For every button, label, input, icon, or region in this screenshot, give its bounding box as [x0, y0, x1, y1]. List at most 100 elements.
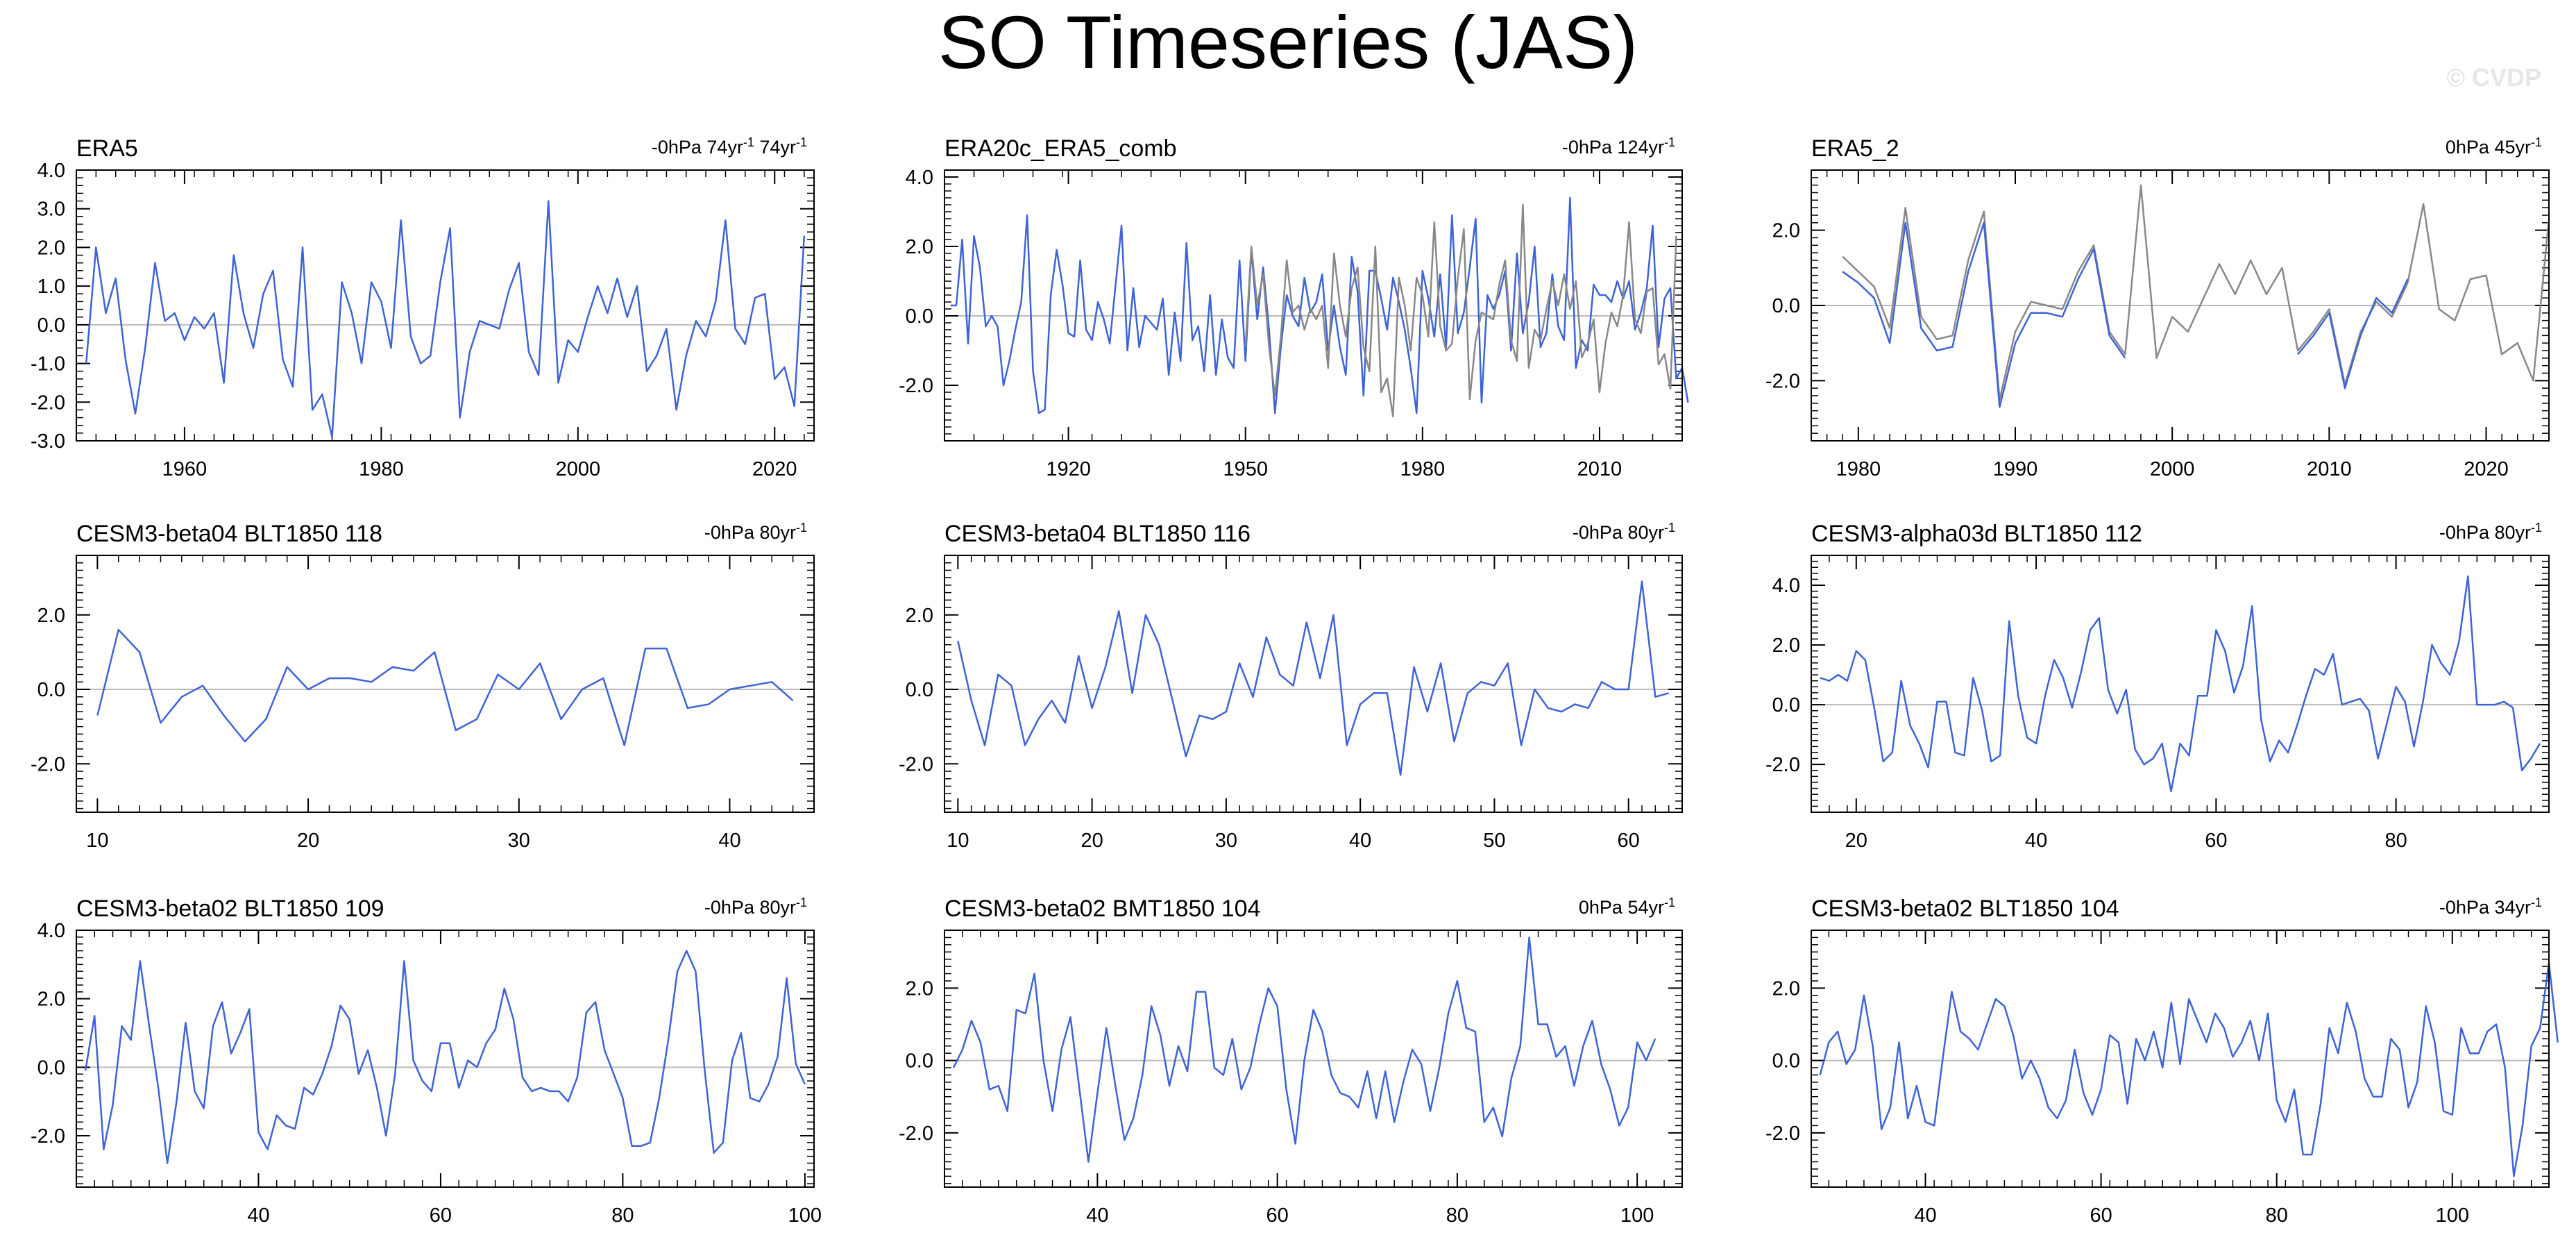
label-part: 0hPa 45yr [2446, 137, 2531, 158]
y-tick-label: -2.0 [31, 392, 65, 414]
label-part: 0hPa 54yr [1579, 897, 1664, 918]
panel-right-label: -0hPa 124yr-1 [1562, 135, 1675, 158]
y-tick-label: 0.0 [37, 679, 65, 701]
panel-right-label: -0hPa 80yr-1 [704, 896, 807, 918]
panel-title: CESM3-beta02 BLT1850 109 [76, 896, 384, 922]
panel-title: ERA5_2 [1811, 135, 1899, 162]
plot-frame [1811, 169, 2550, 442]
panel-title: CESM3-beta04 BLT1850 118 [76, 521, 382, 547]
x-tick-label: 1960 [162, 458, 207, 480]
panel-right-label: -0hPa 80yr-1 [704, 521, 807, 543]
x-tick-label: 20 [297, 830, 319, 852]
x-tick-label: 2000 [556, 458, 601, 480]
y-tick-label: 0.0 [906, 679, 933, 701]
panel-5: CESM3-beta04 BLT1850 116 -0hPa 80yr-1 10 20… [899, 521, 1683, 852]
label-part: -0hPa 124yr [1562, 137, 1664, 158]
x-tick-label: 50 [1483, 830, 1505, 852]
plot-frame [944, 555, 1683, 813]
y-tick-label: 1.0 [37, 276, 65, 298]
y-tick-label: 4.0 [906, 167, 933, 189]
x-tick-label: 100 [788, 1204, 822, 1227]
x-tick-label: 20 [1845, 830, 1867, 852]
series-line-1 [1842, 184, 2550, 401]
x-tick-label: 60 [2205, 830, 2227, 852]
y-tick-label: 0.0 [1772, 1050, 1800, 1073]
panel-8: CESM3-beta02 BMT1850 104 0hPa 54yr-1 40 60 8… [899, 896, 1683, 1227]
series-line-1 [950, 196, 1689, 414]
superscript: -1 [1664, 135, 1675, 149]
x-tick-label: 1950 [1223, 458, 1268, 480]
panel-9: CESM3-beta02 BLT1850 104 -0hPa 34yr-1 40 60… [1765, 896, 2559, 1227]
y-tick-label: 0.0 [906, 1050, 933, 1073]
y-tick-label: 0.0 [906, 305, 933, 328]
y-tick-label: 4.0 [1772, 575, 1800, 597]
x-tick-label: 30 [508, 830, 530, 852]
y-tick-label: 0.0 [37, 314, 65, 337]
y-tick-label: 2.0 [37, 237, 65, 259]
x-tick-label: 40 [1914, 1204, 1936, 1227]
x-tick-label: 60 [1618, 830, 1640, 852]
y-tick-label: 2.0 [37, 605, 65, 627]
panel-right-label: -0hPa 34yr-1 [2439, 896, 2542, 918]
x-tick-label: 1980 [1836, 458, 1881, 480]
label-part: -0hPa 74yr [652, 137, 743, 158]
x-tick-label: 60 [1266, 1204, 1289, 1227]
x-tick-label: 1980 [359, 458, 404, 480]
y-tick-label: 0.0 [37, 1057, 65, 1079]
y-tick-label: -2.0 [1765, 754, 1800, 776]
x-tick-label: 2000 [2150, 458, 2195, 480]
y-tick-label: -2.0 [899, 753, 933, 775]
panel-4: CESM3-beta04 BLT1850 118 -0hPa 80yr-1 10 20… [31, 521, 815, 852]
x-tick-label: 10 [947, 830, 969, 852]
y-tick-label: 2.0 [1772, 220, 1800, 242]
superscript: -1 [2531, 521, 2542, 535]
superscript: -1 [2531, 135, 2542, 149]
label-part: -0hPa 80yr [704, 897, 796, 918]
label-part: -0hPa 80yr [1573, 522, 1664, 543]
x-tick-label: 10 [86, 830, 108, 852]
series-line-2 [1842, 221, 2409, 408]
x-tick-label: 20 [1081, 830, 1103, 852]
series-line-1 [96, 628, 794, 746]
series-line-1 [957, 580, 1670, 776]
panel-right-label: 0hPa 45yr-1 [2446, 135, 2542, 158]
superscript: -1 [743, 135, 754, 149]
y-tick-label: 2.0 [1772, 635, 1800, 657]
y-tick-label: -2.0 [31, 753, 65, 775]
series-line-1 [85, 200, 806, 438]
series-line-1 [1819, 961, 2559, 1177]
y-tick-label: 4.0 [37, 160, 65, 182]
x-tick-label: 40 [718, 830, 740, 852]
panel-title: CESM3-beta02 BLT1850 104 [1811, 896, 2119, 922]
panel-title: CESM3-alpha03d BLT1850 112 [1811, 521, 2142, 547]
plot-frame [1811, 930, 2550, 1188]
panel-2: ERA20c_ERA5_comb -0hPa 124yr-1 1920 1950 198… [899, 135, 1689, 480]
superscript: -1 [796, 896, 807, 909]
superscript: -1 [796, 521, 807, 535]
x-tick-label: 80 [611, 1204, 634, 1227]
series-line-1 [1820, 575, 2541, 793]
y-tick-label: -1.0 [31, 353, 65, 376]
plot-frame [944, 930, 1683, 1188]
y-tick-label: -2.0 [31, 1125, 65, 1148]
x-tick-label: 1990 [1993, 458, 2038, 480]
panel-title: ERA20c_ERA5_comb [944, 135, 1177, 162]
y-tick-label: 2.0 [37, 989, 65, 1011]
panel-right-label: 0hPa 54yr-1 [1579, 896, 1675, 918]
x-tick-label: 100 [2436, 1204, 2469, 1227]
series-line-1 [84, 950, 806, 1164]
x-tick-label: 80 [2266, 1204, 2288, 1227]
panel-7: CESM3-beta02 BLT1850 109 -0hPa 80yr-1 40 60… [31, 896, 822, 1227]
series-line-1 [952, 936, 1656, 1163]
x-tick-label: 40 [1349, 830, 1371, 852]
superscript: -1 [1664, 896, 1675, 909]
plot-frame [1811, 555, 2550, 813]
plot-frame [76, 930, 815, 1188]
plot-frame [944, 169, 1683, 442]
y-tick-label: -2.0 [899, 1123, 933, 1145]
x-tick-label: 40 [247, 1204, 269, 1227]
x-tick-label: 40 [1086, 1204, 1108, 1227]
panel-3: ERA5_2 0hPa 45yr-1 1980 1990 2000 2010 2020 -2.… [1765, 135, 2550, 480]
